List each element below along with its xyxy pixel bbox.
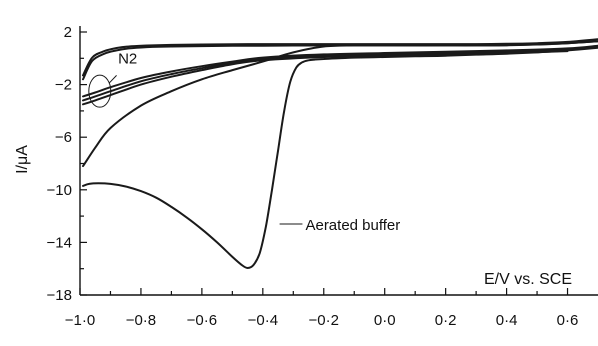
y-tick-label: −6 — [55, 129, 72, 146]
x-tick-label: 0·4 — [496, 312, 518, 329]
x-tick-label: −0·2 — [309, 312, 339, 329]
y-tick-label: −14 — [47, 234, 72, 251]
x-axis-label: E/V vs. SCE — [484, 271, 572, 288]
x-tick-label: 0·6 — [557, 312, 579, 329]
curve-layer — [82, 38, 598, 269]
series-line-n2-reverse-2 — [82, 46, 598, 102]
series-line-aerated-buffer-return — [82, 40, 598, 168]
y-tick-label: −2 — [55, 77, 72, 94]
x-tick-label: −0·6 — [187, 312, 217, 329]
x-tick-label: −0·8 — [126, 312, 156, 329]
x-tick-label: −0·4 — [248, 312, 278, 329]
y-axis-label: I/μA — [14, 145, 31, 174]
aerated-buffer-annotation: Aerated buffer — [305, 217, 400, 234]
n2-annotation: N2 — [118, 51, 137, 68]
series-line-aerated-buffer — [82, 46, 598, 269]
x-tick-label: 0·2 — [435, 312, 457, 329]
label-layer: 2 −2 −6 −10 −14 −18 −1·0 −0·8 −0·6 −0·4 −0·2 0·0 0·2… — [14, 24, 578, 329]
n2-group-ellipse — [88, 74, 112, 108]
y-tick-label: −18 — [47, 287, 72, 304]
y-tick-label: −10 — [47, 182, 72, 199]
x-tick-label: 0·0 — [374, 312, 396, 329]
axes-layer — [79, 26, 598, 296]
y-tick-label: 2 — [64, 24, 72, 41]
series-line-n2-forward-2 — [82, 38, 598, 77]
n2-leader-line — [108, 75, 117, 84]
series-line-n2-reverse-1 — [82, 44, 598, 98]
x-tick-label: −1·0 — [65, 312, 95, 329]
